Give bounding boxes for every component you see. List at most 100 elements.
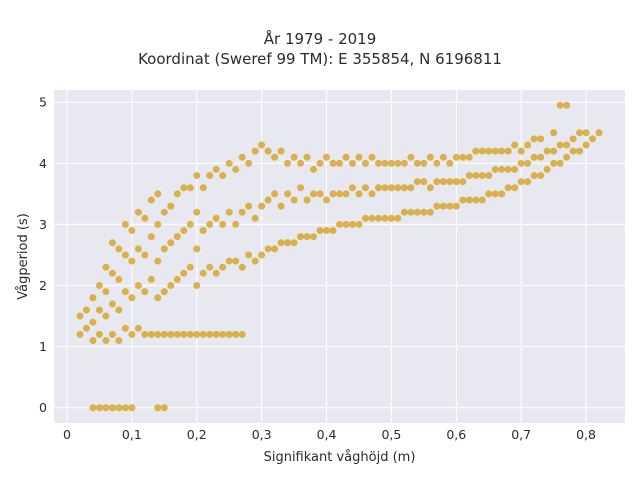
data-point	[316, 159, 324, 167]
data-point	[89, 337, 97, 345]
data-point	[193, 282, 201, 290]
data-point	[284, 159, 292, 167]
data-point	[147, 233, 155, 241]
data-point	[290, 239, 298, 247]
data-point	[238, 330, 246, 338]
data-point	[147, 275, 155, 283]
data-point	[186, 184, 194, 192]
data-point	[348, 220, 356, 228]
data-point	[89, 294, 97, 302]
data-point	[271, 153, 279, 161]
data-point	[413, 178, 421, 186]
data-point	[76, 312, 84, 320]
data-point	[361, 214, 369, 222]
data-point	[381, 214, 389, 222]
data-point	[232, 165, 240, 173]
data-point	[284, 239, 292, 247]
data-point	[193, 172, 201, 180]
data-point	[167, 239, 175, 247]
data-point	[329, 159, 337, 167]
data-point	[400, 159, 408, 167]
data-point	[316, 227, 324, 235]
data-point	[160, 208, 168, 216]
data-point	[582, 129, 590, 137]
data-point	[232, 257, 240, 265]
data-point	[173, 233, 181, 241]
data-point	[199, 184, 207, 192]
data-point	[387, 184, 395, 192]
data-point	[478, 196, 486, 204]
data-point	[336, 159, 343, 167]
data-point	[563, 153, 571, 161]
data-point	[504, 147, 512, 155]
chart-title: År 1979 - 2019	[263, 30, 377, 48]
data-point	[446, 159, 454, 167]
data-point	[232, 220, 240, 228]
data-point	[232, 330, 240, 338]
data-point	[426, 184, 434, 192]
data-point	[219, 330, 227, 338]
data-point	[160, 245, 168, 253]
data-point	[452, 178, 460, 186]
data-point	[498, 165, 506, 173]
data-point	[102, 312, 110, 320]
data-point	[141, 288, 149, 296]
data-point	[206, 263, 214, 271]
data-point	[102, 404, 110, 412]
data-point	[381, 184, 389, 192]
data-point	[400, 184, 408, 192]
x-tick-label: 0,2	[187, 427, 207, 442]
data-point	[147, 330, 155, 338]
data-point	[394, 214, 402, 222]
data-point	[491, 165, 499, 173]
x-axis-label: Signifikant våghöjd (m)	[264, 450, 416, 465]
data-point	[550, 159, 558, 167]
data-point	[264, 147, 272, 155]
data-point	[180, 227, 188, 235]
data-point	[537, 172, 545, 180]
data-point	[121, 288, 129, 296]
data-point	[459, 153, 467, 161]
data-point	[238, 153, 246, 161]
data-point	[180, 184, 188, 192]
data-point	[530, 153, 538, 161]
data-point	[394, 159, 402, 167]
data-point	[225, 159, 233, 167]
data-point	[128, 257, 136, 265]
data-point	[530, 172, 538, 180]
x-tick-label: 0,4	[317, 427, 337, 442]
data-point	[180, 330, 188, 338]
data-point	[180, 269, 188, 277]
data-point	[504, 184, 512, 192]
data-point	[511, 141, 519, 149]
data-point	[173, 330, 181, 338]
data-point	[128, 294, 136, 302]
data-point	[569, 135, 577, 143]
data-point	[193, 245, 201, 253]
data-point	[524, 159, 532, 167]
data-point	[297, 184, 305, 192]
data-point	[160, 404, 168, 412]
data-point	[433, 159, 441, 167]
data-point	[537, 135, 545, 143]
data-point	[485, 190, 493, 198]
data-point	[517, 178, 525, 186]
data-point	[284, 190, 292, 198]
data-point	[134, 245, 142, 253]
data-point	[323, 153, 331, 161]
data-point	[251, 147, 259, 155]
data-point	[160, 330, 168, 338]
data-point	[128, 330, 136, 338]
data-point	[336, 220, 343, 228]
data-point	[524, 178, 532, 186]
data-point	[426, 208, 434, 216]
data-point	[128, 227, 136, 235]
data-point	[465, 153, 473, 161]
data-point	[219, 263, 227, 271]
data-point	[206, 220, 214, 228]
data-point	[219, 172, 227, 180]
data-point	[128, 404, 136, 412]
data-point	[420, 208, 428, 216]
data-point	[76, 330, 84, 338]
